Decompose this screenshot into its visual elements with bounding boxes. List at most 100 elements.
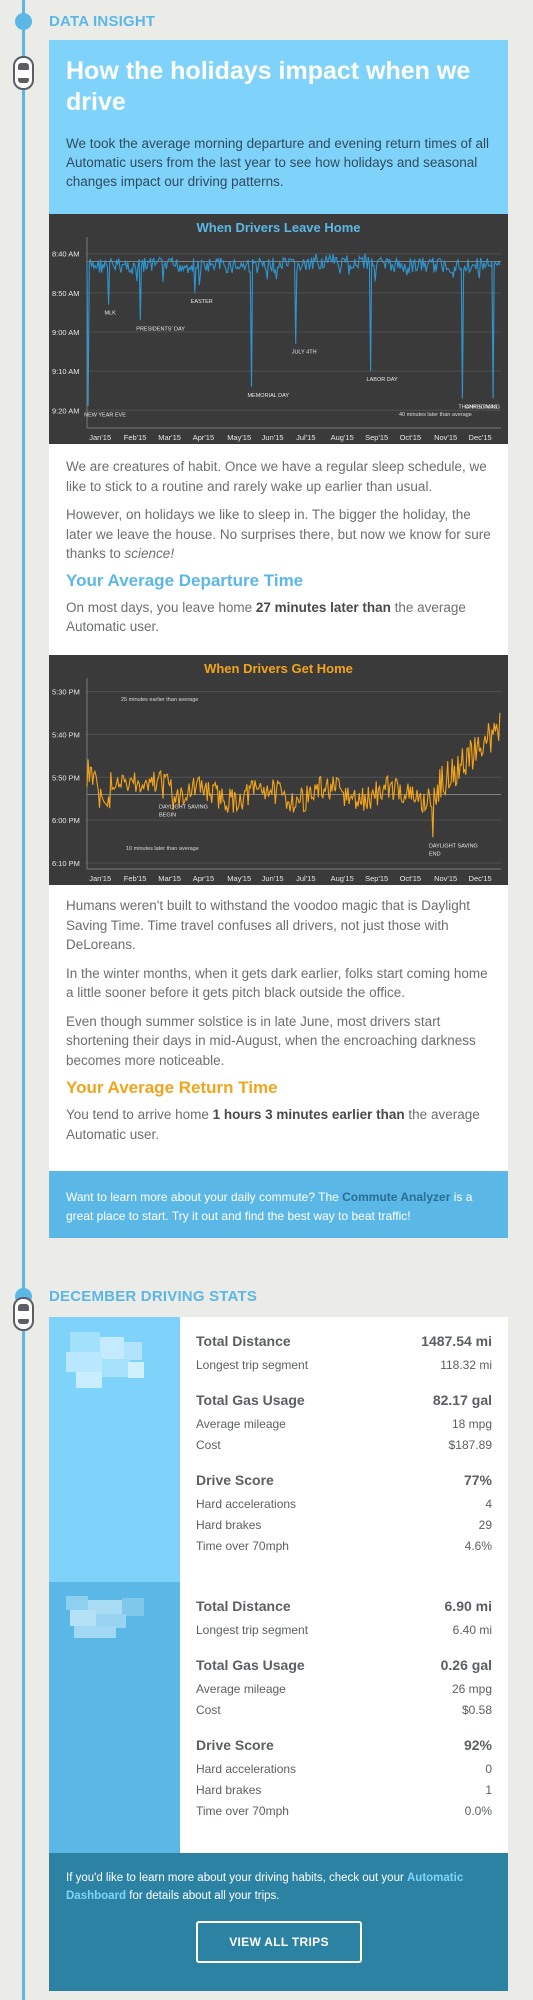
annotation-label: LABOR DAY — [367, 377, 398, 383]
stat-label: Total Gas Usage — [196, 1392, 305, 1408]
x-tick-label: Jan'15 — [89, 433, 111, 442]
chart-note: 25 minutes earlier than average — [121, 697, 198, 703]
departure-heading: Your Average Departure Time — [66, 570, 304, 590]
stat-value: 1487.54 mi — [421, 1333, 492, 1349]
x-tick-label: Jun'15 — [262, 874, 284, 883]
chart-note: 40 minutes later than average — [399, 412, 472, 418]
hero-intro: We took the average morning departure an… — [66, 136, 489, 189]
vehicle-avatar — [66, 1596, 146, 1653]
departure-chart: When Drivers Leave Home 8:40 AM 8:50 AM 9:… — [49, 214, 508, 444]
stat-label: Cost — [196, 1703, 221, 1717]
stat-value: $0.58 — [461, 1703, 492, 1717]
stat-value: 18 mpg — [451, 1417, 492, 1431]
x-tick-label: Jun'15 — [262, 433, 284, 442]
stat-value: 4.6% — [464, 1539, 492, 1553]
vehicle-avatar — [66, 1332, 146, 1389]
stat-label: Hard accelerations — [196, 1497, 297, 1511]
x-tick-label: Sep'15 — [365, 874, 388, 883]
article-block-1: We are creatures of habit. Once we have … — [49, 444, 508, 655]
emphasis-science: science! — [124, 546, 175, 561]
stat-value: 118.32 mi — [440, 1358, 492, 1372]
section-label-stats: DECEMBER DRIVING STATS — [49, 1288, 258, 1305]
commute-cta: Want to learn more about your daily comm… — [49, 1171, 508, 1238]
page-title: How the holidays impact when we drive — [66, 57, 471, 116]
paragraph: However, on holidays we like to sleep in… — [66, 507, 491, 561]
return-summary: You tend to arrive home 1 hours 3 minute… — [66, 1107, 480, 1142]
commute-analyzer-link[interactable]: Commute Analyzer — [342, 1190, 451, 1204]
y-tick-label: 6:10 PM — [52, 859, 80, 868]
annotation-label: DAYLIGHT SAVING — [159, 805, 208, 811]
chart-title: When Drivers Leave Home — [196, 220, 361, 235]
stat-value: 0.26 gal — [440, 1657, 492, 1673]
x-tick-label: Oct'15 — [400, 874, 421, 883]
annotation-label: END — [429, 851, 441, 857]
stat-label: Total Distance — [196, 1598, 291, 1614]
stat-value: 29 — [478, 1518, 492, 1532]
return-chart: When Drivers Get Home 5:30 PM 5:40 PM 5:50… — [49, 655, 508, 885]
annotation-label: PRESIDENTS' DAY — [136, 326, 185, 332]
paragraph: Even though summer solstice is in late J… — [66, 1013, 476, 1068]
x-tick-label: Feb'15 — [124, 874, 147, 883]
stat-value: 4 — [485, 1497, 492, 1511]
y-tick-label: 9:20 AM — [52, 406, 80, 415]
y-tick-label: 8:40 AM — [52, 250, 80, 259]
chart-note: 10 minutes later than average — [126, 846, 199, 852]
y-tick-label: 9:00 AM — [52, 328, 80, 337]
stat-value: 6.90 mi — [444, 1598, 492, 1614]
stat-value: 0.0% — [464, 1804, 492, 1818]
stat-label: Hard brakes — [196, 1518, 262, 1532]
vehicle-stats: Total Distance 6.90 mi Longest trip segme… — [180, 1582, 508, 1853]
stat-value: $187.89 — [448, 1438, 492, 1452]
stat-label: Hard accelerations — [196, 1762, 297, 1776]
stat-label: Time over 70mph — [196, 1804, 289, 1818]
stat-label: Average mileage — [196, 1682, 286, 1696]
y-tick-label: 6:00 PM — [52, 816, 80, 825]
car-icon — [13, 56, 34, 90]
annotation-label: JULY 4TH — [292, 350, 317, 356]
view-all-trips-button[interactable]: VIEW ALL TRIPS — [196, 1921, 362, 1963]
x-tick-label: Dec'15 — [469, 874, 492, 883]
y-tick-label: 9:10 AM — [52, 367, 80, 376]
x-tick-label: Apr'15 — [193, 874, 214, 883]
stat-value: 77% — [463, 1472, 492, 1488]
vehicle-card: Total Distance 6.90 mi Longest trip segme… — [49, 1582, 508, 1853]
stat-label: Hard brakes — [196, 1783, 262, 1797]
stat-value: 1 — [485, 1783, 492, 1797]
gas-group: Total Gas Usage 0.26 gal Average mileage 2… — [196, 1655, 492, 1721]
paragraph: We are creatures of habit. Once we have … — [66, 459, 487, 494]
x-tick-label: Jan'15 — [89, 874, 111, 883]
x-tick-label: Jul'15 — [296, 433, 315, 442]
x-tick-label: Oct'15 — [400, 433, 421, 442]
stat-label: Longest trip segment — [196, 1623, 309, 1637]
y-tick-label: 5:40 PM — [52, 730, 80, 739]
dashboard-footer: If you'd like to learn more about your d… — [49, 1853, 508, 1991]
stat-value: 6.40 mi — [452, 1623, 492, 1637]
annotation-label: NEW YEAR EVE — [84, 412, 126, 418]
stat-value: 82.17 gal — [432, 1392, 492, 1408]
paragraph: Humans weren't built to withstand the vo… — [66, 898, 471, 952]
x-tick-label: Dec'15 — [469, 433, 492, 442]
x-tick-label: Jul'15 — [296, 874, 315, 883]
article-block-2: Humans weren't built to withstand the vo… — [49, 885, 508, 1171]
annotation-label: EASTER — [191, 299, 213, 305]
annotation-label: THANKSGIVING — [458, 405, 500, 411]
stat-label: Longest trip segment — [196, 1358, 309, 1372]
timeline-dot — [15, 13, 32, 30]
stat-label: Average mileage — [196, 1417, 286, 1431]
annotation-label: DAYLIGHT SAVING — [429, 843, 478, 849]
score-group: Drive Score 77% Hard accelerations 4 Hard … — [196, 1470, 492, 1557]
chart-title: When Drivers Get Home — [204, 661, 353, 676]
stat-value: 92% — [463, 1737, 492, 1753]
section-label-insight: DATA INSIGHT — [49, 13, 156, 30]
x-tick-label: May'15 — [227, 433, 251, 442]
y-tick-label: 5:30 PM — [52, 688, 80, 697]
gas-group: Total Gas Usage 82.17 gal Average mileage… — [196, 1390, 492, 1456]
y-tick-label: 8:50 AM — [52, 289, 80, 298]
departure-summary: On most days, you leave home 27 minutes … — [66, 599, 466, 635]
annotation-label: CHRISTMAS — [465, 405, 498, 411]
x-tick-label: Sep'15 — [365, 433, 388, 442]
x-tick-label: Aug'15 — [331, 874, 354, 883]
distance-group: Total Distance 6.90 mi Longest trip segme… — [196, 1596, 492, 1641]
dashboard-link[interactable]: Automatic Dashboard — [66, 1872, 464, 1902]
y-tick-label: 5:50 PM — [52, 773, 80, 782]
